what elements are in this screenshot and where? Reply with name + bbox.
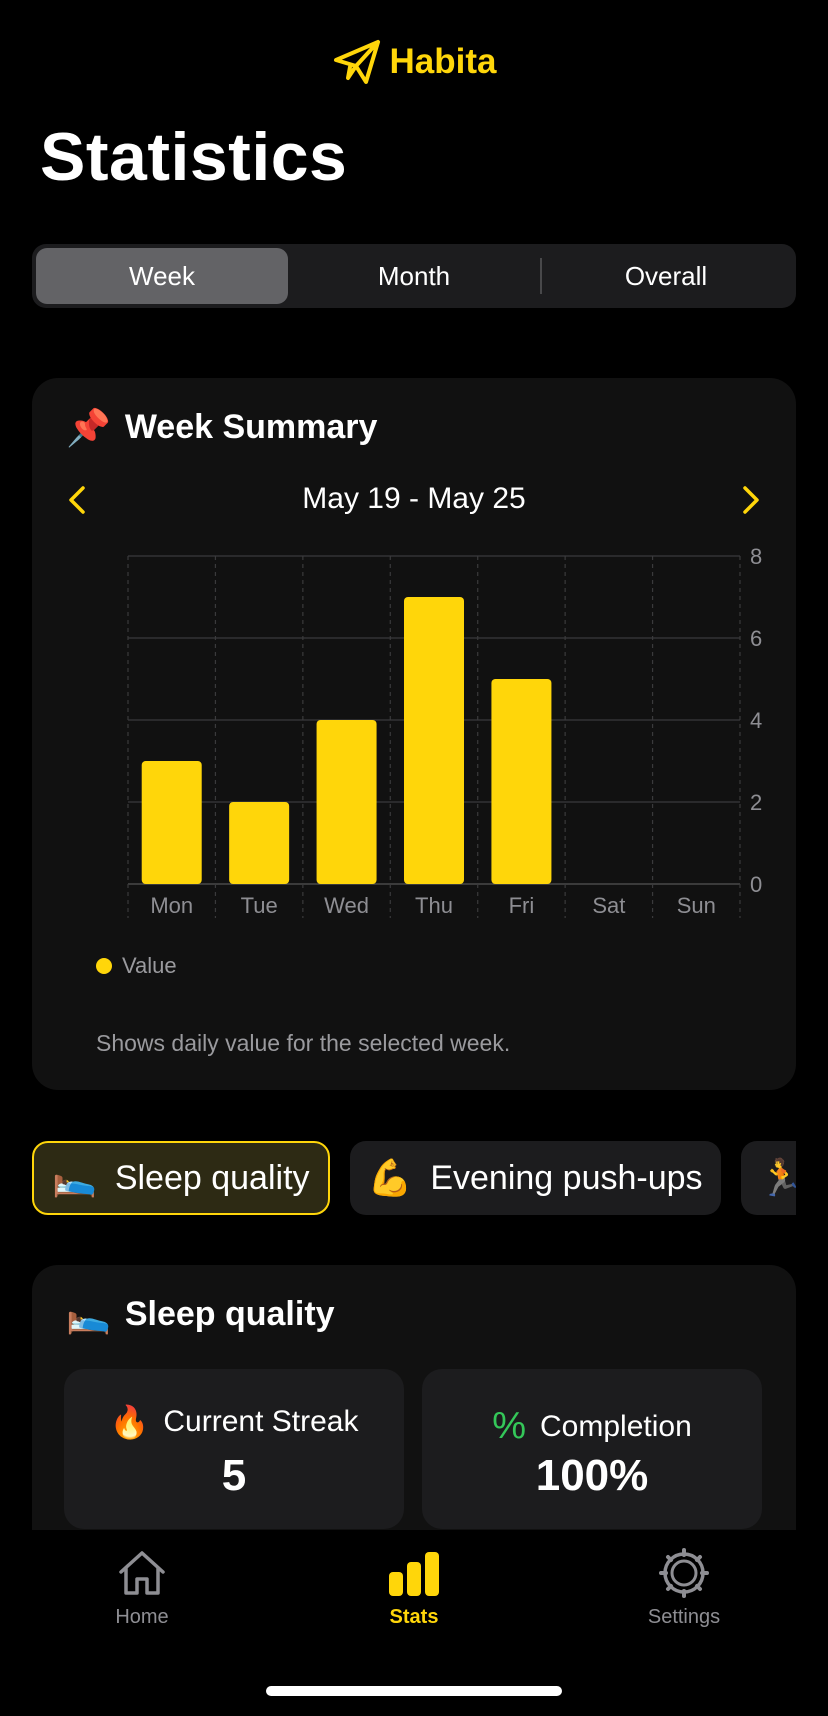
completion-label-row: % Completion — [422, 1405, 762, 1448]
x-tick-label: Mon — [150, 893, 193, 918]
bed-icon: 🛌 — [66, 1293, 111, 1335]
x-tick-label: Sat — [592, 893, 625, 918]
y-tick-label: 4 — [750, 708, 762, 733]
habit-chip-list: 🛌 Sleep quality 💪 Evening push-ups 🏃 — [32, 1141, 796, 1215]
paper-plane-icon — [333, 40, 380, 84]
tab-stats[interactable]: Stats — [324, 1548, 504, 1629]
legend-label: Value — [122, 953, 177, 978]
week-navigator: May 19 - May 25 — [32, 472, 796, 526]
x-tick-label: Sun — [677, 893, 716, 918]
chart-note: Shows daily value for the selected week. — [96, 1030, 511, 1056]
x-tick-label: Tue — [241, 893, 278, 918]
bed-icon: 🛌 — [52, 1157, 97, 1198]
gear-icon — [659, 1548, 709, 1598]
completion-box: % Completion 100% — [422, 1369, 762, 1529]
bar-tue — [229, 802, 290, 884]
bar-chart-icon — [389, 1552, 439, 1596]
current-streak-box: 🔥 Current Streak 5 — [64, 1369, 404, 1529]
app-name: Habita — [389, 42, 497, 81]
flexed-biceps-icon: 💪 — [367, 1157, 413, 1198]
week-range: May 19 - May 25 — [302, 482, 526, 515]
chevron-right-icon[interactable] — [730, 480, 770, 520]
x-tick-label: Fri — [509, 893, 535, 918]
tab-settings[interactable]: Settings — [594, 1548, 774, 1629]
segment-divider — [540, 258, 542, 294]
bar-wed — [316, 720, 377, 884]
habit-detail-header: 🛌 Sleep quality — [66, 1295, 335, 1334]
bar-fri — [491, 679, 552, 884]
page-title: Statistics — [40, 119, 348, 195]
week-summary-header: 📌 Week Summary — [66, 408, 377, 447]
tab-label: Home — [115, 1606, 169, 1628]
current-streak-label-row: 🔥 Current Streak — [64, 1405, 404, 1439]
home-indicator — [266, 1686, 562, 1696]
x-tick-label: Wed — [324, 893, 369, 918]
completion-label: Completion — [540, 1409, 692, 1443]
x-tick-label: Thu — [415, 893, 453, 918]
habit-chip-sleep-quality[interactable]: 🛌 Sleep quality — [32, 1141, 330, 1215]
habit-chip-running[interactable]: 🏃 — [740, 1141, 796, 1215]
house-icon — [119, 1551, 165, 1595]
segment-month[interactable]: Month — [377, 260, 451, 291]
habit-detail-title: Sleep quality — [124, 1295, 335, 1333]
tab-home[interactable]: Home — [52, 1548, 232, 1629]
y-tick-label: 0 — [750, 872, 762, 897]
period-segmented-control: Week Month Overall — [32, 244, 796, 308]
bar-mon — [141, 761, 202, 884]
bar-thu — [404, 597, 464, 884]
current-streak-label: Current Streak — [163, 1405, 359, 1438]
percent-icon: % — [492, 1405, 527, 1447]
habit-chip-label: Evening push-ups — [430, 1158, 703, 1197]
tab-label: Stats — [389, 1606, 439, 1628]
y-tick-label: 8 — [750, 548, 762, 569]
tab-label: Settings — [647, 1606, 721, 1628]
segment-overall[interactable]: Overall — [624, 260, 708, 291]
tab-bar: Home Stats Settings — [0, 1530, 828, 1716]
app-brand: Habita — [0, 38, 828, 86]
week-summary-title: Week Summary — [124, 408, 378, 446]
habit-chip-label: Sleep quality — [114, 1158, 310, 1197]
pushpin-icon: 📌 — [66, 406, 111, 448]
segment-week[interactable]: Week — [36, 248, 288, 304]
completion-value: 100% — [535, 1451, 649, 1500]
legend-dot — [96, 958, 112, 974]
y-tick-label: 2 — [750, 790, 762, 815]
current-streak-value: 5 — [221, 1451, 247, 1500]
chevron-left-icon[interactable] — [58, 480, 98, 520]
week-bar-chart: 0 2 4 6 8 Mon Tue Wed Thu Fri Sat Sun — [127, 548, 762, 918]
fire-icon: 🔥 — [109, 1404, 150, 1440]
habit-chip-evening-push-ups[interactable]: 💪 Evening push-ups — [349, 1141, 721, 1215]
week-summary-card: 📌 Week Summary May 19 - May 25 0 2 4 6 8 Mon T… — [32, 378, 796, 1090]
y-tick-label: 6 — [750, 626, 762, 651]
runner-icon: 🏃 — [758, 1157, 796, 1198]
chart-legend: Value — [96, 953, 177, 979]
